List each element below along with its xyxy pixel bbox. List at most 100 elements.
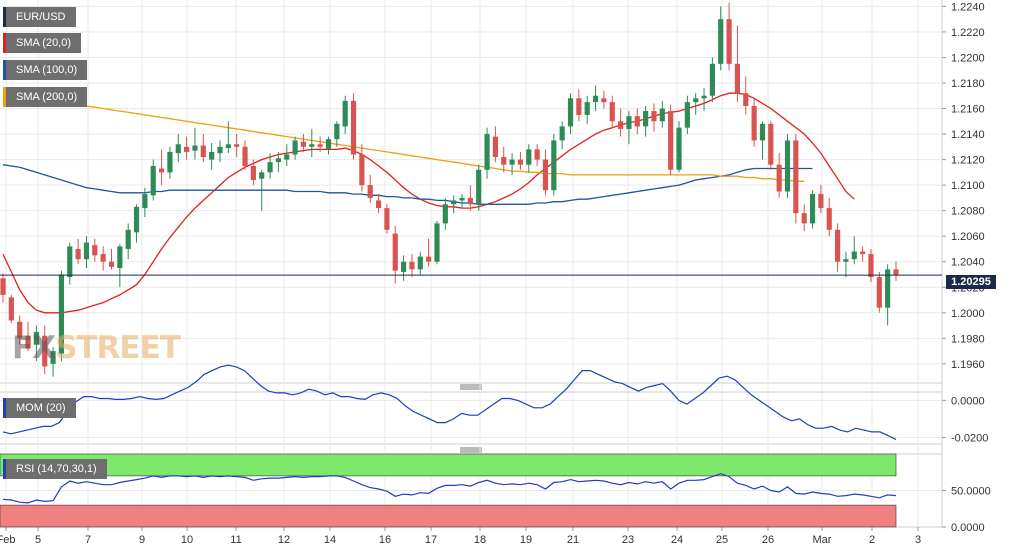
candle-body — [609, 102, 615, 122]
candle — [576, 89, 582, 122]
x-tick-label: 18 — [474, 534, 486, 546]
candle — [651, 103, 657, 132]
candle — [693, 93, 699, 115]
x-tick-label: 9 — [139, 534, 145, 546]
candle — [350, 93, 357, 160]
x-tick-label: 19 — [520, 534, 532, 546]
candle-body — [659, 108, 665, 122]
candle-body — [242, 146, 248, 166]
candle — [67, 242, 73, 285]
candle-body — [459, 197, 465, 201]
candle — [634, 108, 640, 135]
candle — [826, 197, 832, 237]
candle — [701, 88, 707, 112]
candle — [200, 134, 206, 163]
candle — [567, 93, 574, 135]
candle — [133, 204, 140, 243]
candle-body — [234, 144, 240, 147]
legend-sma100: SMA (100,0) — [3, 60, 88, 80]
candle-body — [33, 331, 39, 345]
candle-body — [75, 248, 81, 260]
candle-body — [25, 335, 31, 349]
candle — [751, 98, 757, 147]
candle — [125, 223, 131, 260]
candle — [209, 142, 215, 170]
candle-body — [125, 229, 131, 249]
candle — [409, 254, 415, 278]
candle-body — [551, 140, 557, 191]
candle-body — [876, 277, 882, 308]
candle — [42, 325, 48, 375]
x-tick-label: 2 — [869, 534, 875, 546]
candle-body — [634, 116, 640, 127]
sma200-line — [2, 92, 805, 182]
candle-body — [284, 154, 290, 160]
candle — [25, 321, 31, 352]
candle — [834, 223, 841, 272]
candle — [509, 153, 515, 175]
candle-body — [200, 145, 206, 158]
candle-body — [375, 200, 382, 209]
x-tick-label: 16 — [379, 534, 391, 546]
x-tick-label: 23 — [622, 534, 634, 546]
candle-body — [868, 254, 874, 278]
candle — [843, 251, 849, 278]
candle-body — [843, 259, 849, 262]
x-tick-label: 26 — [762, 534, 774, 546]
candle — [192, 127, 198, 160]
candle — [584, 95, 590, 124]
candle-body — [175, 144, 181, 154]
candle — [8, 294, 14, 323]
candle — [459, 194, 465, 209]
candle-body — [67, 246, 73, 278]
candle — [868, 248, 874, 283]
candle-body — [42, 335, 48, 367]
y-tick-label: 1.2120 — [951, 155, 985, 167]
pane-resize-handle-rsi[interactable] — [460, 447, 482, 453]
candle-body — [526, 149, 532, 165]
candle — [501, 146, 507, 173]
candle — [342, 95, 348, 135]
candle — [676, 121, 682, 173]
candle-body — [618, 121, 624, 129]
candle-body — [384, 208, 390, 230]
candle — [359, 144, 365, 192]
candle-body — [267, 162, 273, 173]
pane-resize-handle-mom[interactable] — [460, 384, 482, 390]
candle-body — [317, 144, 323, 147]
y-tick-label: 1.1960 — [951, 359, 985, 371]
candle-body — [259, 172, 265, 179]
candle-body — [142, 194, 148, 209]
y-tick-label: 1.2240 — [951, 1, 985, 13]
candle — [476, 164, 482, 211]
legend-mom: MOM (20) — [3, 398, 76, 418]
candle — [718, 6, 724, 71]
x-tick-label: 21 — [567, 534, 579, 546]
candle — [317, 136, 323, 152]
candle — [684, 95, 690, 135]
candle — [618, 108, 624, 137]
y-tick-label: 1.2100 — [951, 180, 985, 192]
x-tick-label: 17 — [425, 534, 437, 546]
candle-body — [217, 146, 223, 154]
legend-mom-label: MOM (20) — [16, 402, 66, 414]
candle-body — [517, 159, 524, 165]
candle-body — [150, 165, 156, 196]
candle — [542, 149, 549, 196]
candle-body — [192, 145, 198, 151]
candle-body — [275, 158, 281, 163]
mom-y-tick-label: -0.0200 — [951, 433, 988, 445]
candle — [768, 121, 774, 170]
candle-body — [117, 246, 123, 269]
candle — [92, 238, 98, 262]
candle — [559, 121, 565, 150]
candle — [743, 76, 749, 115]
candle — [175, 134, 181, 163]
candle-body — [726, 19, 732, 64]
candle — [434, 220, 440, 265]
candle — [375, 194, 382, 214]
rsi-oversold-zone — [0, 504, 897, 528]
candle — [367, 174, 373, 203]
candle-body — [567, 98, 574, 127]
